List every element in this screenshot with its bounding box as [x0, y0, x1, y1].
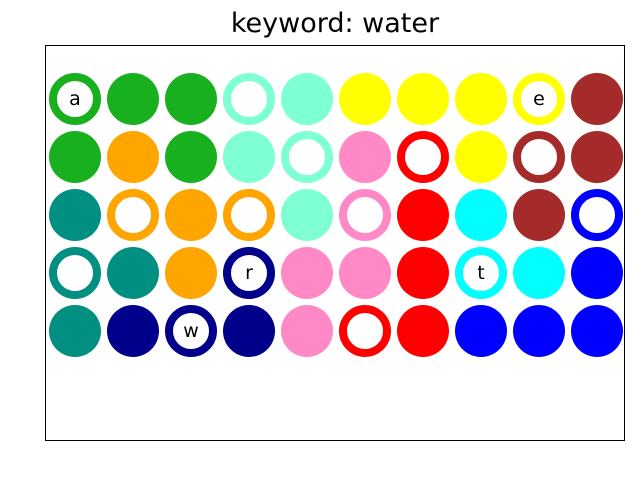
grid-cell-r4-c5[interactable]	[339, 305, 391, 357]
grid-cell-r0-c6[interactable]	[397, 73, 449, 125]
grid-cell-r1-c0[interactable]	[49, 131, 101, 183]
grid-cell-r1-c7[interactable]	[455, 131, 507, 183]
grid-cell-r2-c6[interactable]	[397, 189, 449, 241]
grid-cell-r4-c2[interactable]: w	[165, 305, 217, 357]
grid-cell-r3-c6[interactable]	[397, 247, 449, 299]
grid-cell-r1-c1[interactable]	[107, 131, 159, 183]
grid-cell-r3-c5[interactable]	[339, 247, 391, 299]
grid-cell-r3-c9[interactable]	[571, 247, 623, 299]
grid-cell-r2-c3[interactable]	[223, 189, 275, 241]
grid-cell-r3-c0[interactable]	[49, 247, 101, 299]
grid-cell-r0-c4[interactable]	[281, 73, 333, 125]
cell-letter: t	[477, 262, 485, 284]
grid-cell-r4-c3[interactable]	[223, 305, 275, 357]
grid-cell-r0-c8[interactable]: e	[513, 73, 565, 125]
grid-cell-r1-c8[interactable]	[513, 131, 565, 183]
grid-cell-r4-c7[interactable]	[455, 305, 507, 357]
game-board: a e r t w	[45, 45, 625, 441]
page-title: keyword: water	[230, 8, 440, 39]
grid-cell-r4-c6[interactable]	[397, 305, 449, 357]
grid-cell-r2-c5[interactable]	[339, 189, 391, 241]
grid-cell-r4-c0[interactable]	[49, 305, 101, 357]
cell-letter: r	[245, 262, 253, 284]
grid-cell-r1-c9[interactable]	[571, 131, 623, 183]
grid-cell-r4-c8[interactable]	[513, 305, 565, 357]
grid-cell-r0-c9[interactable]	[571, 73, 623, 125]
grid-cell-r2-c1[interactable]	[107, 189, 159, 241]
grid-cell-r3-c3[interactable]: r	[223, 247, 275, 299]
cell-letter: e	[533, 88, 545, 110]
grid-cell-r2-c7[interactable]	[455, 189, 507, 241]
grid-cell-r0-c2[interactable]	[165, 73, 217, 125]
grid-cell-r4-c4[interactable]	[281, 305, 333, 357]
grid-cell-r2-c4[interactable]	[281, 189, 333, 241]
grid-cell-r1-c2[interactable]	[165, 131, 217, 183]
grid-cell-r1-c4[interactable]	[281, 131, 333, 183]
grid-cell-r0-c7[interactable]	[455, 73, 507, 125]
grid-cell-r2-c0[interactable]	[49, 189, 101, 241]
cell-letter: w	[183, 320, 199, 342]
grid-cell-r0-c1[interactable]	[107, 73, 159, 125]
grid-cell-r2-c2[interactable]	[165, 189, 217, 241]
grid-cell-r1-c5[interactable]	[339, 131, 391, 183]
grid-cell-r3-c8[interactable]	[513, 247, 565, 299]
grid-cell-r0-c5[interactable]	[339, 73, 391, 125]
grid-cell-r1-c3[interactable]	[223, 131, 275, 183]
grid-cell-r0-c3[interactable]	[223, 73, 275, 125]
grid-cell-r3-c4[interactable]	[281, 247, 333, 299]
grid-cell-r4-c1[interactable]	[107, 305, 159, 357]
grid-cell-r0-c0[interactable]: a	[49, 73, 101, 125]
grid-cell-r4-c9[interactable]	[571, 305, 623, 357]
grid-cell-r2-c9[interactable]	[571, 189, 623, 241]
grid-cell-r1-c6[interactable]	[397, 131, 449, 183]
cell-letter: a	[69, 88, 81, 110]
grid-cell-r3-c1[interactable]	[107, 247, 159, 299]
grid-cell-r3-c2[interactable]	[165, 247, 217, 299]
grid-cell-r3-c7[interactable]: t	[455, 247, 507, 299]
grid-cell-r2-c8[interactable]	[513, 189, 565, 241]
